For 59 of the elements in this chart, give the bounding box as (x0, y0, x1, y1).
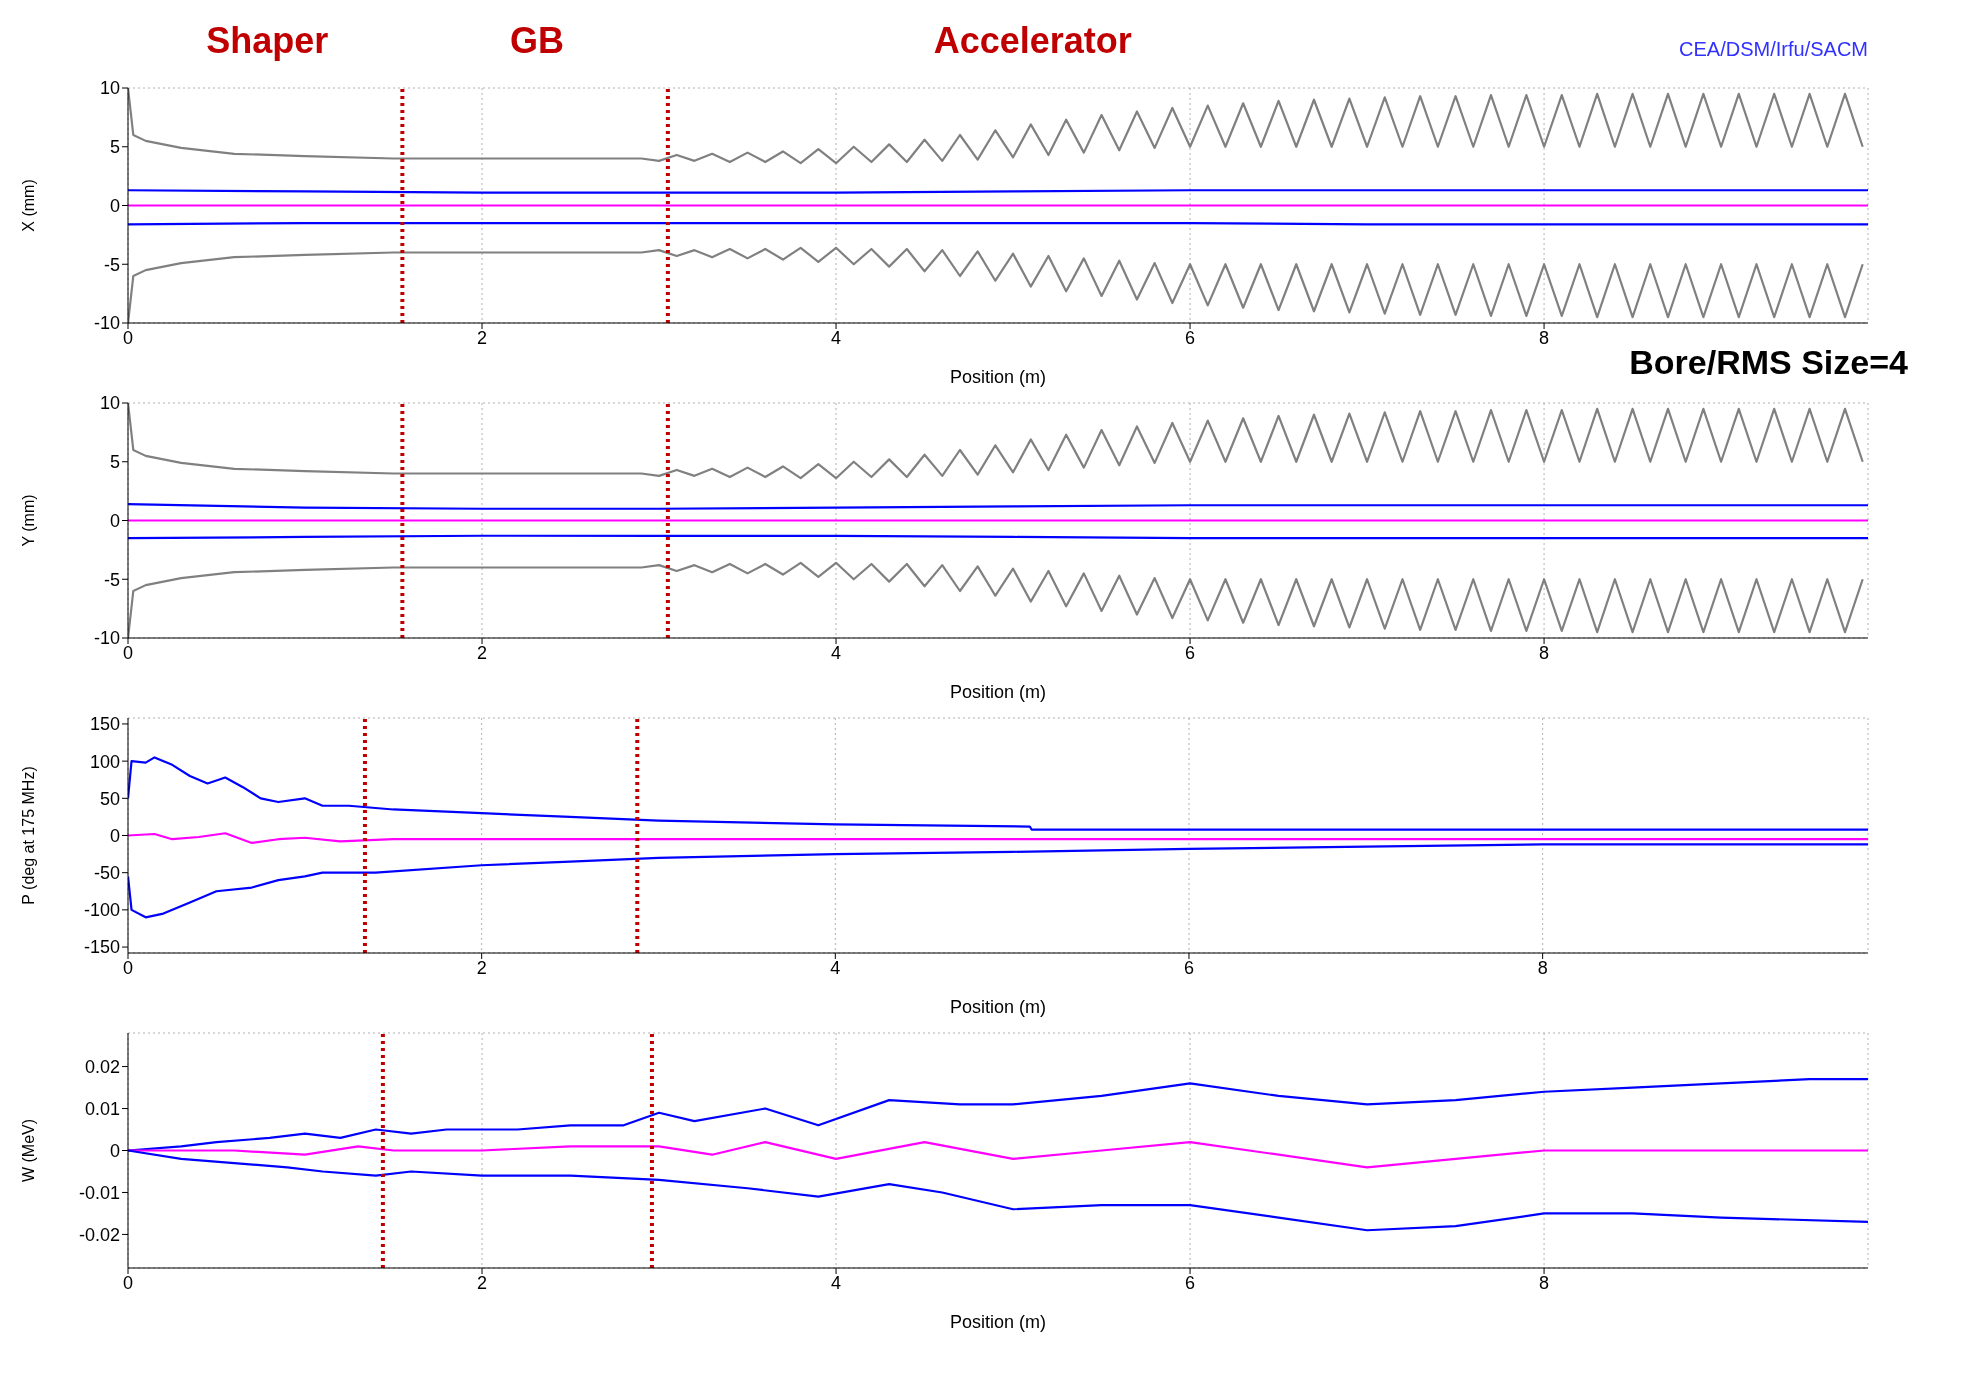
y-tick-label: -10 (93, 628, 120, 649)
x-tick-label: 2 (477, 642, 488, 663)
x-axis-title: Position (m) (949, 682, 1047, 702)
x-tick-label: 8 (1539, 642, 1550, 663)
x-tick-label: 4 (831, 642, 842, 663)
y-tick-label: 0 (109, 825, 120, 846)
x-tick-label: 2 (477, 1272, 488, 1293)
y-axis-title: Y (mm) (19, 494, 37, 547)
y-tick-label: -150 (83, 937, 120, 958)
y-axis-title: P (deg at 175 MHz) (19, 766, 37, 905)
y-tick-label: -5 (103, 254, 120, 275)
x-tick-label: 6 (1183, 957, 1194, 978)
line-series (128, 1141, 1868, 1169)
x-tick-label: 8 (1537, 957, 1548, 978)
x-tick-label: 4 (831, 327, 842, 348)
x-tick-label: 4 (831, 1272, 842, 1293)
x-tick-label: 0 (122, 327, 134, 348)
y-tick-label: 5 (109, 452, 120, 473)
x-tick-label: 2 (477, 327, 488, 348)
x-tick-label: 4 (830, 957, 841, 978)
y-tick-label: -0.02 (78, 1224, 120, 1245)
y-axis-title: X (mm) (19, 179, 37, 232)
x-axis-title: Position (m) (949, 997, 1047, 1017)
x-axis-title: Position (m) (949, 1312, 1047, 1332)
line-series (128, 756, 1868, 831)
y-tick-label: 0 (109, 510, 120, 531)
y-tick-label: 0 (109, 1140, 120, 1161)
text: CEA/DSM/Irfu/SACM (1679, 38, 1868, 61)
x-axis-title: Position (m) (949, 367, 1047, 387)
y-tick-label: 5 (109, 137, 120, 158)
text: Accelerator (933, 20, 1132, 62)
y-axis-title: W (MeV) (19, 1118, 37, 1183)
y-tick-label: 10 (99, 78, 120, 99)
y-tick-label: -0.01 (78, 1182, 120, 1203)
y-tick-label: -100 (83, 900, 120, 921)
y-tick-label: -10 (93, 313, 120, 334)
y-tick-label: 50 (99, 788, 120, 809)
y-tick-label: -5 (103, 569, 120, 590)
y-tick-label: 10 (99, 393, 120, 414)
x-tick-label: 0 (122, 1272, 134, 1293)
x-tick-label: 6 (1185, 642, 1196, 663)
x-tick-label: 0 (122, 957, 134, 978)
line-series (128, 843, 1868, 919)
x-tick-label: 8 (1539, 327, 1550, 348)
y-tick-label: 100 (89, 751, 120, 772)
y-tick-label: 0 (109, 195, 120, 216)
text: Bore/RMS Size=4 (1629, 343, 1908, 382)
text: Shaper (206, 20, 329, 62)
x-tick-label: 0 (122, 642, 134, 663)
x-tick-label: 8 (1539, 1272, 1550, 1293)
x-tick-label: 6 (1185, 1272, 1196, 1293)
text: GB (509, 20, 564, 62)
x-tick-label: 6 (1185, 327, 1196, 348)
line-series (128, 832, 1868, 845)
x-tick-label: 2 (476, 957, 487, 978)
y-tick-label: -50 (93, 863, 120, 884)
y-tick-label: 150 (89, 714, 120, 735)
y-tick-label: 0.02 (84, 1056, 120, 1077)
y-tick-label: 0.01 (84, 1098, 120, 1119)
